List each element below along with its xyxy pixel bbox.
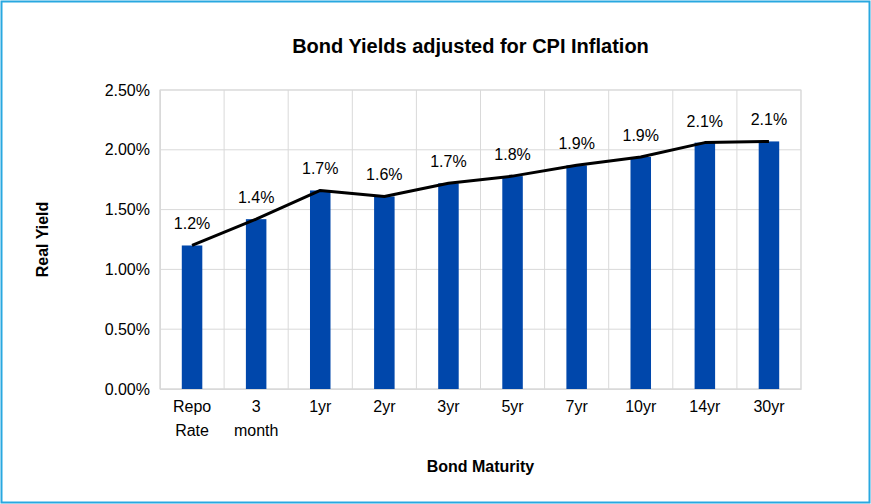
bar [310, 190, 331, 389]
category-divider [160, 90, 161, 389]
x-tick: 3yr [437, 389, 460, 415]
x-axis-line [161, 389, 802, 390]
x-tick-label-line: 10yr [625, 398, 657, 415]
x-tick: 5yr [501, 389, 524, 415]
category-divider [416, 90, 417, 389]
category-divider [480, 90, 481, 389]
y-axis-title: Real Yield [34, 202, 51, 278]
y-tick: 1.50% [105, 201, 160, 218]
data-label: 1.9% [623, 127, 659, 144]
x-tick: 3 month [234, 389, 278, 439]
y-tick: 2.00% [105, 141, 160, 158]
x-tick: 14yr [689, 389, 721, 415]
plot-frame [160, 90, 801, 389]
x-tick-label: 30yr [753, 398, 785, 415]
y-tick-label: 0.00% [105, 381, 150, 398]
x-tick-label-line: 14yr [689, 398, 721, 415]
data-label: 1.4% [238, 189, 274, 206]
category-divider [736, 90, 737, 389]
bar [630, 157, 651, 389]
y-tick: 0.00% [105, 381, 160, 398]
y-tick: 2.50% [105, 82, 160, 99]
category-divider [608, 90, 609, 389]
x-tick-label-line: Repo [173, 398, 211, 415]
x-axis: Repo Rate 3 month 1yr 2yr 3yr 5yr 7yr 10yr 14yr 30y… [161, 389, 802, 439]
x-tick-label: 2yr [373, 398, 396, 415]
y-tick-label: 2.50% [105, 82, 150, 99]
x-tick-label: 3yr [437, 398, 460, 415]
bar [438, 183, 459, 389]
x-tick: 30yr [753, 389, 785, 415]
chart: 0.00% 0.50% 1.00% 1.50% 2.00% 2.50% Repo Rate 3 m… [0, 0, 871, 504]
y-tick: 1.00% [105, 261, 160, 278]
x-tick-label-line: 1yr [309, 398, 332, 415]
category-divider [672, 90, 673, 389]
y-tick-label: 1.50% [105, 201, 150, 218]
bar [182, 245, 203, 389]
x-tick-label-line: 3yr [437, 398, 460, 415]
data-label: 1.9% [558, 135, 594, 152]
x-tick-label: 14yr [689, 398, 721, 415]
y-axis: 0.00% 0.50% 1.00% 1.50% 2.00% 2.50% [105, 82, 161, 398]
x-tick-label: 7yr [566, 398, 589, 415]
x-tick-label: 5yr [501, 398, 524, 415]
y-tick: 0.50% [105, 321, 160, 338]
data-labels: 1.2% 1.4% 1.7% 1.6% 1.7% 1.8% 1.9% 1.9% 2.1% 2.1% [174, 111, 787, 232]
x-axis-title: Bond Maturity [427, 458, 535, 475]
data-label: 2.1% [687, 113, 723, 130]
x-tick: 1yr [309, 389, 332, 415]
y-axis-line [160, 91, 161, 390]
x-tick-label-line: 30yr [753, 398, 785, 415]
x-tick: 7yr [566, 389, 589, 415]
bar [695, 143, 716, 389]
x-tick: 2yr [373, 389, 396, 415]
outer-border [2, 2, 870, 503]
x-tick: 10yr [625, 389, 657, 415]
data-label: 1.7% [302, 160, 338, 177]
category-divider [224, 90, 225, 389]
x-tick-label: 10yr [625, 398, 657, 415]
x-tick-label: Repo Rate [173, 398, 211, 439]
bar [566, 165, 587, 389]
x-tick-label-line: 7yr [566, 398, 589, 415]
data-label: 2.1% [751, 111, 787, 128]
data-label: 1.2% [174, 215, 210, 232]
category-divider [288, 90, 289, 389]
bar [246, 219, 267, 389]
data-label: 1.7% [430, 153, 466, 170]
bar [374, 196, 395, 389]
plot: 0.00% 0.50% 1.00% 1.50% 2.00% 2.50% Repo Rate 3 m… [105, 82, 802, 440]
category-divider [801, 90, 802, 389]
marks [182, 141, 779, 389]
x-tick-label-line: Rate [175, 422, 209, 439]
y-tick-label: 2.00% [105, 141, 150, 158]
x-tick-label-line: 2yr [373, 398, 396, 415]
category-divider [544, 90, 545, 389]
y-tick-label: 0.50% [105, 321, 150, 338]
data-label: 1.8% [494, 146, 530, 163]
x-tick-label: 3 month [234, 398, 278, 439]
x-tick-label-line: 3 [252, 398, 261, 415]
x-tick-label: 1yr [309, 398, 332, 415]
title: Bond Yields adjusted for CPI Inflation [292, 35, 649, 57]
x-tick: Repo Rate [173, 389, 211, 439]
data-label: 1.6% [366, 166, 402, 183]
line [192, 141, 769, 245]
x-tick-label-line: month [234, 422, 278, 439]
y-tick-label: 1.00% [105, 261, 150, 278]
bar [759, 141, 780, 389]
category-divider [352, 90, 353, 389]
bar [502, 176, 523, 389]
x-tick-label-line: 5yr [501, 398, 524, 415]
